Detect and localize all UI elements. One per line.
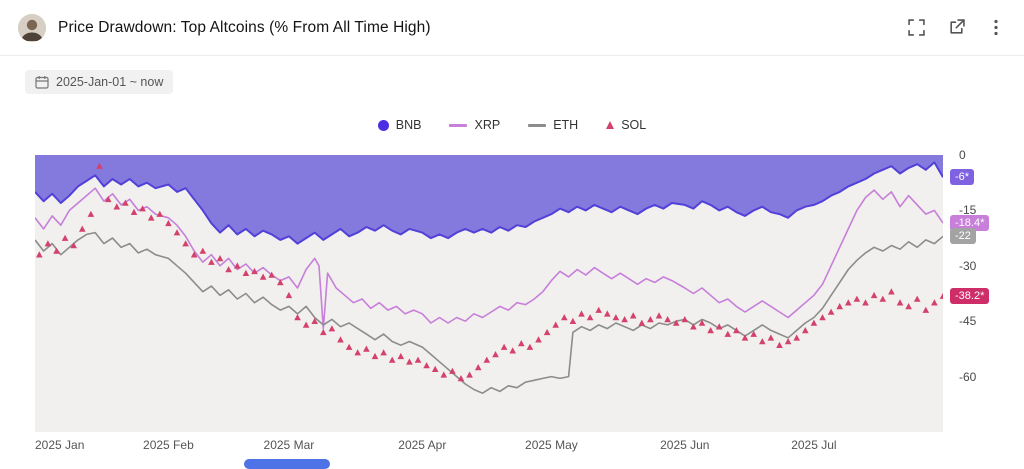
header: Price Drawdown: Top Altcoins (% From All… xyxy=(0,0,1024,56)
legend-label: BNB xyxy=(395,118,422,132)
legend-label: ETH xyxy=(553,118,579,132)
page-title: Price Drawdown: Top Altcoins (% From All… xyxy=(58,18,431,36)
x-tick-label: 2025 May xyxy=(525,438,578,452)
legend-item-eth[interactable]: ETH xyxy=(528,118,578,132)
y-axis: 0 -15 -30 -45 -60 -6* -18.4* -22 -38.2* xyxy=(947,148,1024,432)
x-tick-label: 2025 Jun xyxy=(660,438,710,452)
open-external-icon[interactable] xyxy=(946,18,966,38)
date-range-filter[interactable]: 2025-Jan-01 ~ now xyxy=(25,70,174,94)
legend-item-bnb[interactable]: BNB xyxy=(377,118,422,132)
header-actions xyxy=(906,18,1006,38)
circle-marker-icon xyxy=(377,119,389,131)
bottom-partial-pill xyxy=(244,459,330,469)
chart-plot[interactable] xyxy=(35,155,943,432)
last-value-badge-eth: -22 xyxy=(950,228,976,245)
legend-label: SOL xyxy=(621,118,647,132)
triangle-marker-icon xyxy=(606,121,615,129)
x-tick-label: 2025 Apr xyxy=(398,438,447,452)
x-tick-label: 2025 Jul xyxy=(791,438,837,452)
legend-item-xrp[interactable]: XRP xyxy=(449,118,500,132)
x-tick-label: 2025 Feb xyxy=(143,438,194,452)
series-line-bnb[interactable] xyxy=(35,161,943,245)
x-tick-label: 2025 Mar xyxy=(263,438,315,452)
y-tick-label: -45 xyxy=(959,314,977,329)
calendar-icon xyxy=(35,75,49,89)
y-tick-label: -15 xyxy=(959,203,977,218)
last-value-badge-xrp: -18.4* xyxy=(950,214,990,231)
series-area-bnb[interactable] xyxy=(35,155,943,244)
date-range-label: 2025-Jan-01 ~ now xyxy=(56,75,164,89)
last-value-badge-sol: -38.2* xyxy=(950,288,990,305)
legend-label: XRP xyxy=(474,118,501,132)
more-menu-icon[interactable] xyxy=(986,18,1006,38)
series-scatter-sol[interactable] xyxy=(36,162,943,382)
line-marker-icon xyxy=(449,123,468,127)
legend-item-sol[interactable]: SOL xyxy=(606,118,646,132)
y-tick-label: -60 xyxy=(959,369,977,384)
x-axis: 2025 Jan 2025 Feb 2025 Mar 2025 Apr 2025 May… xyxy=(35,438,943,454)
line-marker-icon xyxy=(528,123,547,127)
y-tick-label: -30 xyxy=(959,258,977,273)
fullscreen-icon[interactable] xyxy=(906,18,926,38)
x-tick-label: 2025 Jan xyxy=(35,438,85,452)
legend: BNB XRP ETH SOL xyxy=(0,118,1024,132)
last-value-badge-bnb: -6* xyxy=(950,169,975,186)
y-tick-label: 0 xyxy=(959,148,966,162)
series-line-eth[interactable] xyxy=(35,231,943,394)
series-line-xrp[interactable] xyxy=(35,187,943,330)
avatar xyxy=(18,13,46,42)
